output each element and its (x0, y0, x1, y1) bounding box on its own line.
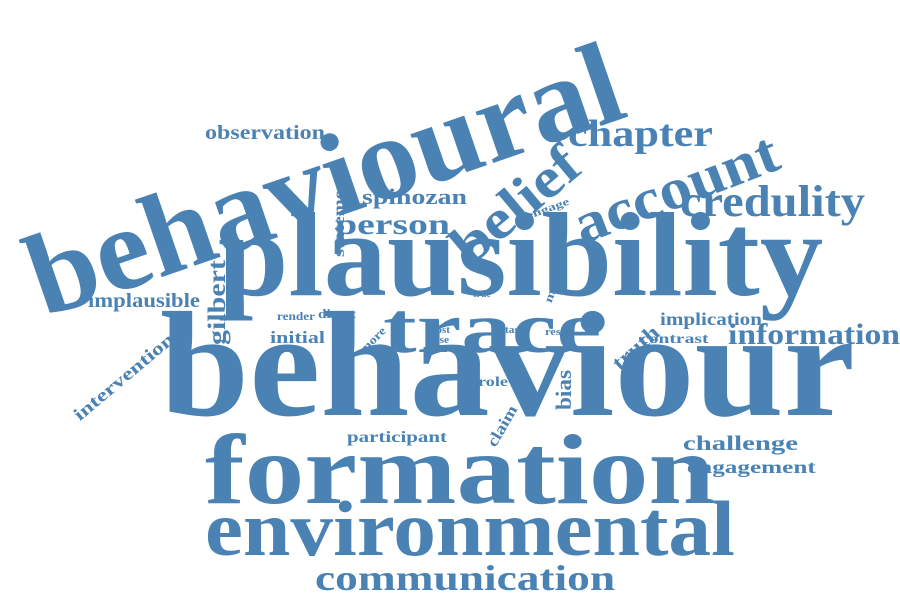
word-observation: observation (205, 122, 325, 144)
word-behaviour: behaviour (160, 282, 855, 448)
word-environmental: environmental (205, 485, 735, 572)
word-implausible: implausible (88, 290, 200, 312)
word-statement: statement (331, 172, 348, 257)
word-result: result (545, 327, 575, 338)
word-false: false (427, 335, 450, 346)
word-implication: implication (660, 309, 762, 329)
word-engagement: engagement (687, 457, 816, 477)
word-render: render (277, 309, 315, 323)
word-bias: bias (551, 369, 576, 410)
word-person: person (335, 208, 451, 241)
word-challenge: challenge (683, 431, 798, 455)
word-credulity: credulity (680, 177, 865, 226)
word-communication: communication (315, 558, 616, 596)
word-initial: initial (270, 328, 326, 347)
word-direct: direct (318, 306, 356, 321)
word-contrast: contrast (640, 332, 709, 347)
word-participant: participant (347, 429, 448, 446)
word-plausibility: plausibility (218, 188, 824, 321)
word-true: true (473, 289, 491, 299)
word-most: most (427, 325, 451, 336)
word-task: task (505, 325, 526, 336)
word-formation: formation (205, 414, 715, 525)
word-spinozan: spinozan (362, 184, 468, 209)
word-role: role (478, 375, 509, 390)
word-trace: trace (383, 288, 602, 368)
word-chapter: chapter (568, 113, 713, 155)
word-information: information (728, 318, 900, 351)
word-gilbert: gilbert (204, 260, 231, 345)
